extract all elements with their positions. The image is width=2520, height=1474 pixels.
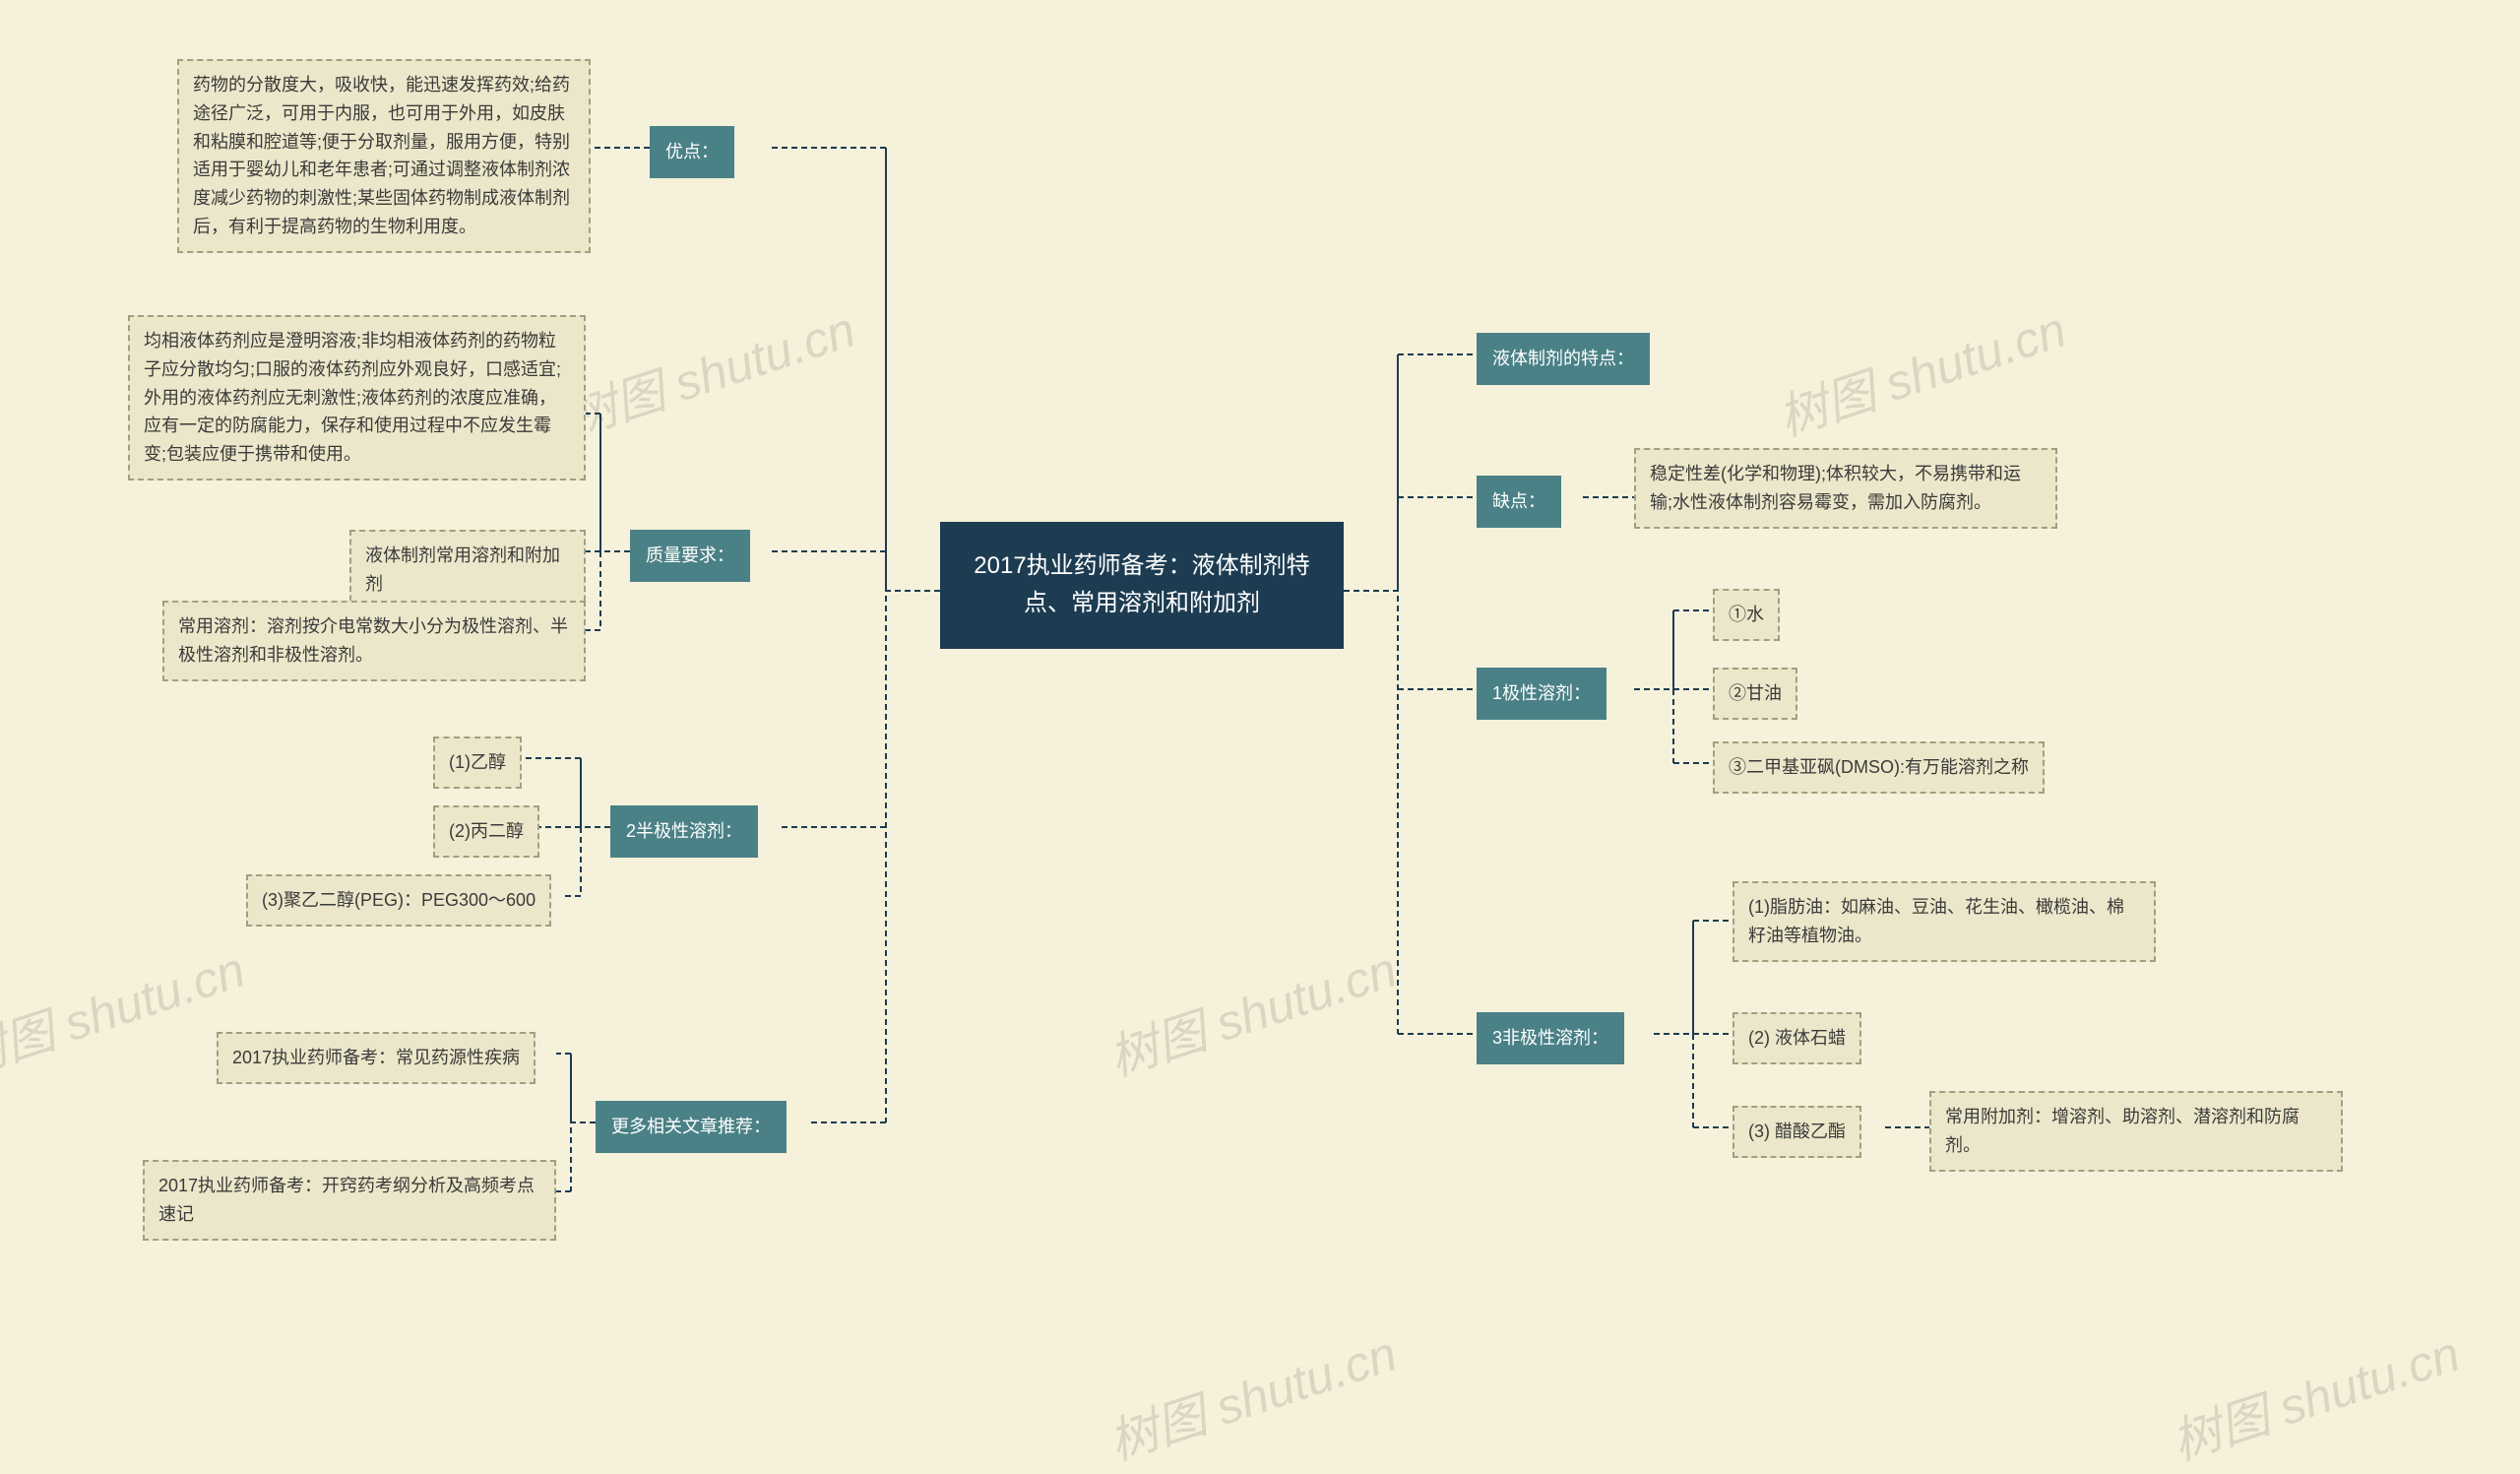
watermark: 树图 shutu.cn [1768, 290, 2073, 450]
watermark: 树图 shutu.cn [557, 290, 862, 450]
leaf-quality-bot: 常用溶剂：溶剂按介电常数大小分为极性溶剂、半极性溶剂和非极性溶剂。 [162, 601, 586, 681]
leaf-polar-c: ③二甲基亚砜(DMSO):有万能溶剂之称 [1713, 741, 2045, 794]
branch-advantages: 优点： [650, 126, 734, 178]
leaf-quality-top: 均相液体药剂应是澄明溶液;非均相液体药剂的药物粒子应分散均匀;口服的液体药剂应外… [128, 315, 586, 481]
leaf-quality-mid: 液体制剂常用溶剂和附加剂 [349, 530, 586, 610]
leaf-advantages-detail: 药物的分散度大，吸收快，能迅速发挥药效;给药途径广泛，可用于内服，也可用于外用，… [177, 59, 591, 253]
leaf-more-b: 2017执业药师备考：开窍药考纲分析及高频考点速记 [143, 1160, 556, 1241]
branch-nonpolar: 3非极性溶剂： [1477, 1012, 1624, 1064]
leaf-polar-a: ①水 [1713, 589, 1780, 641]
leaf-nonpolar-b: (2) 液体石蜡 [1732, 1012, 1861, 1064]
root-node: 2017执业药师备考：液体制剂特点、常用溶剂和附加剂 [940, 522, 1344, 649]
branch-quality: 质量要求： [630, 530, 750, 582]
leaf-nonpolar-a: (1)脂肪油：如麻油、豆油、花生油、橄榄油、棉籽油等植物油。 [1732, 881, 2156, 962]
branch-features: 液体制剂的特点： [1477, 333, 1650, 385]
leaf-semi-polar-b: (2)丙二醇 [433, 805, 539, 858]
branch-more-articles: 更多相关文章推荐： [596, 1101, 787, 1153]
leaf-semi-polar-c: (3)聚乙二醇(PEG)：PEG300～600 [246, 874, 551, 927]
leaf-semi-polar-a: (1)乙醇 [433, 737, 522, 789]
watermark: 树图 shutu.cn [1099, 1314, 1404, 1474]
leaf-nonpolar-c-extra: 常用附加剂：增溶剂、助溶剂、潜溶剂和防腐剂。 [1929, 1091, 2343, 1172]
branch-semi-polar: 2半极性溶剂： [610, 805, 758, 858]
leaf-nonpolar-c: (3) 醋酸乙酯 [1732, 1106, 1861, 1158]
leaf-more-a: 2017执业药师备考：常见药源性疾病 [217, 1032, 536, 1084]
watermark: 树图 shutu.cn [2162, 1314, 2467, 1474]
watermark: 树图 shutu.cn [1099, 930, 1404, 1090]
watermark: 树图 shutu.cn [0, 930, 253, 1090]
branch-disadv: 缺点： [1477, 476, 1561, 528]
branch-polar: 1极性溶剂： [1477, 668, 1606, 720]
leaf-disadv-detail: 稳定性差(化学和物理);体积较大，不易携带和运输;水性液体制剂容易霉变，需加入防… [1634, 448, 2057, 529]
leaf-polar-b: ②甘油 [1713, 668, 1797, 720]
